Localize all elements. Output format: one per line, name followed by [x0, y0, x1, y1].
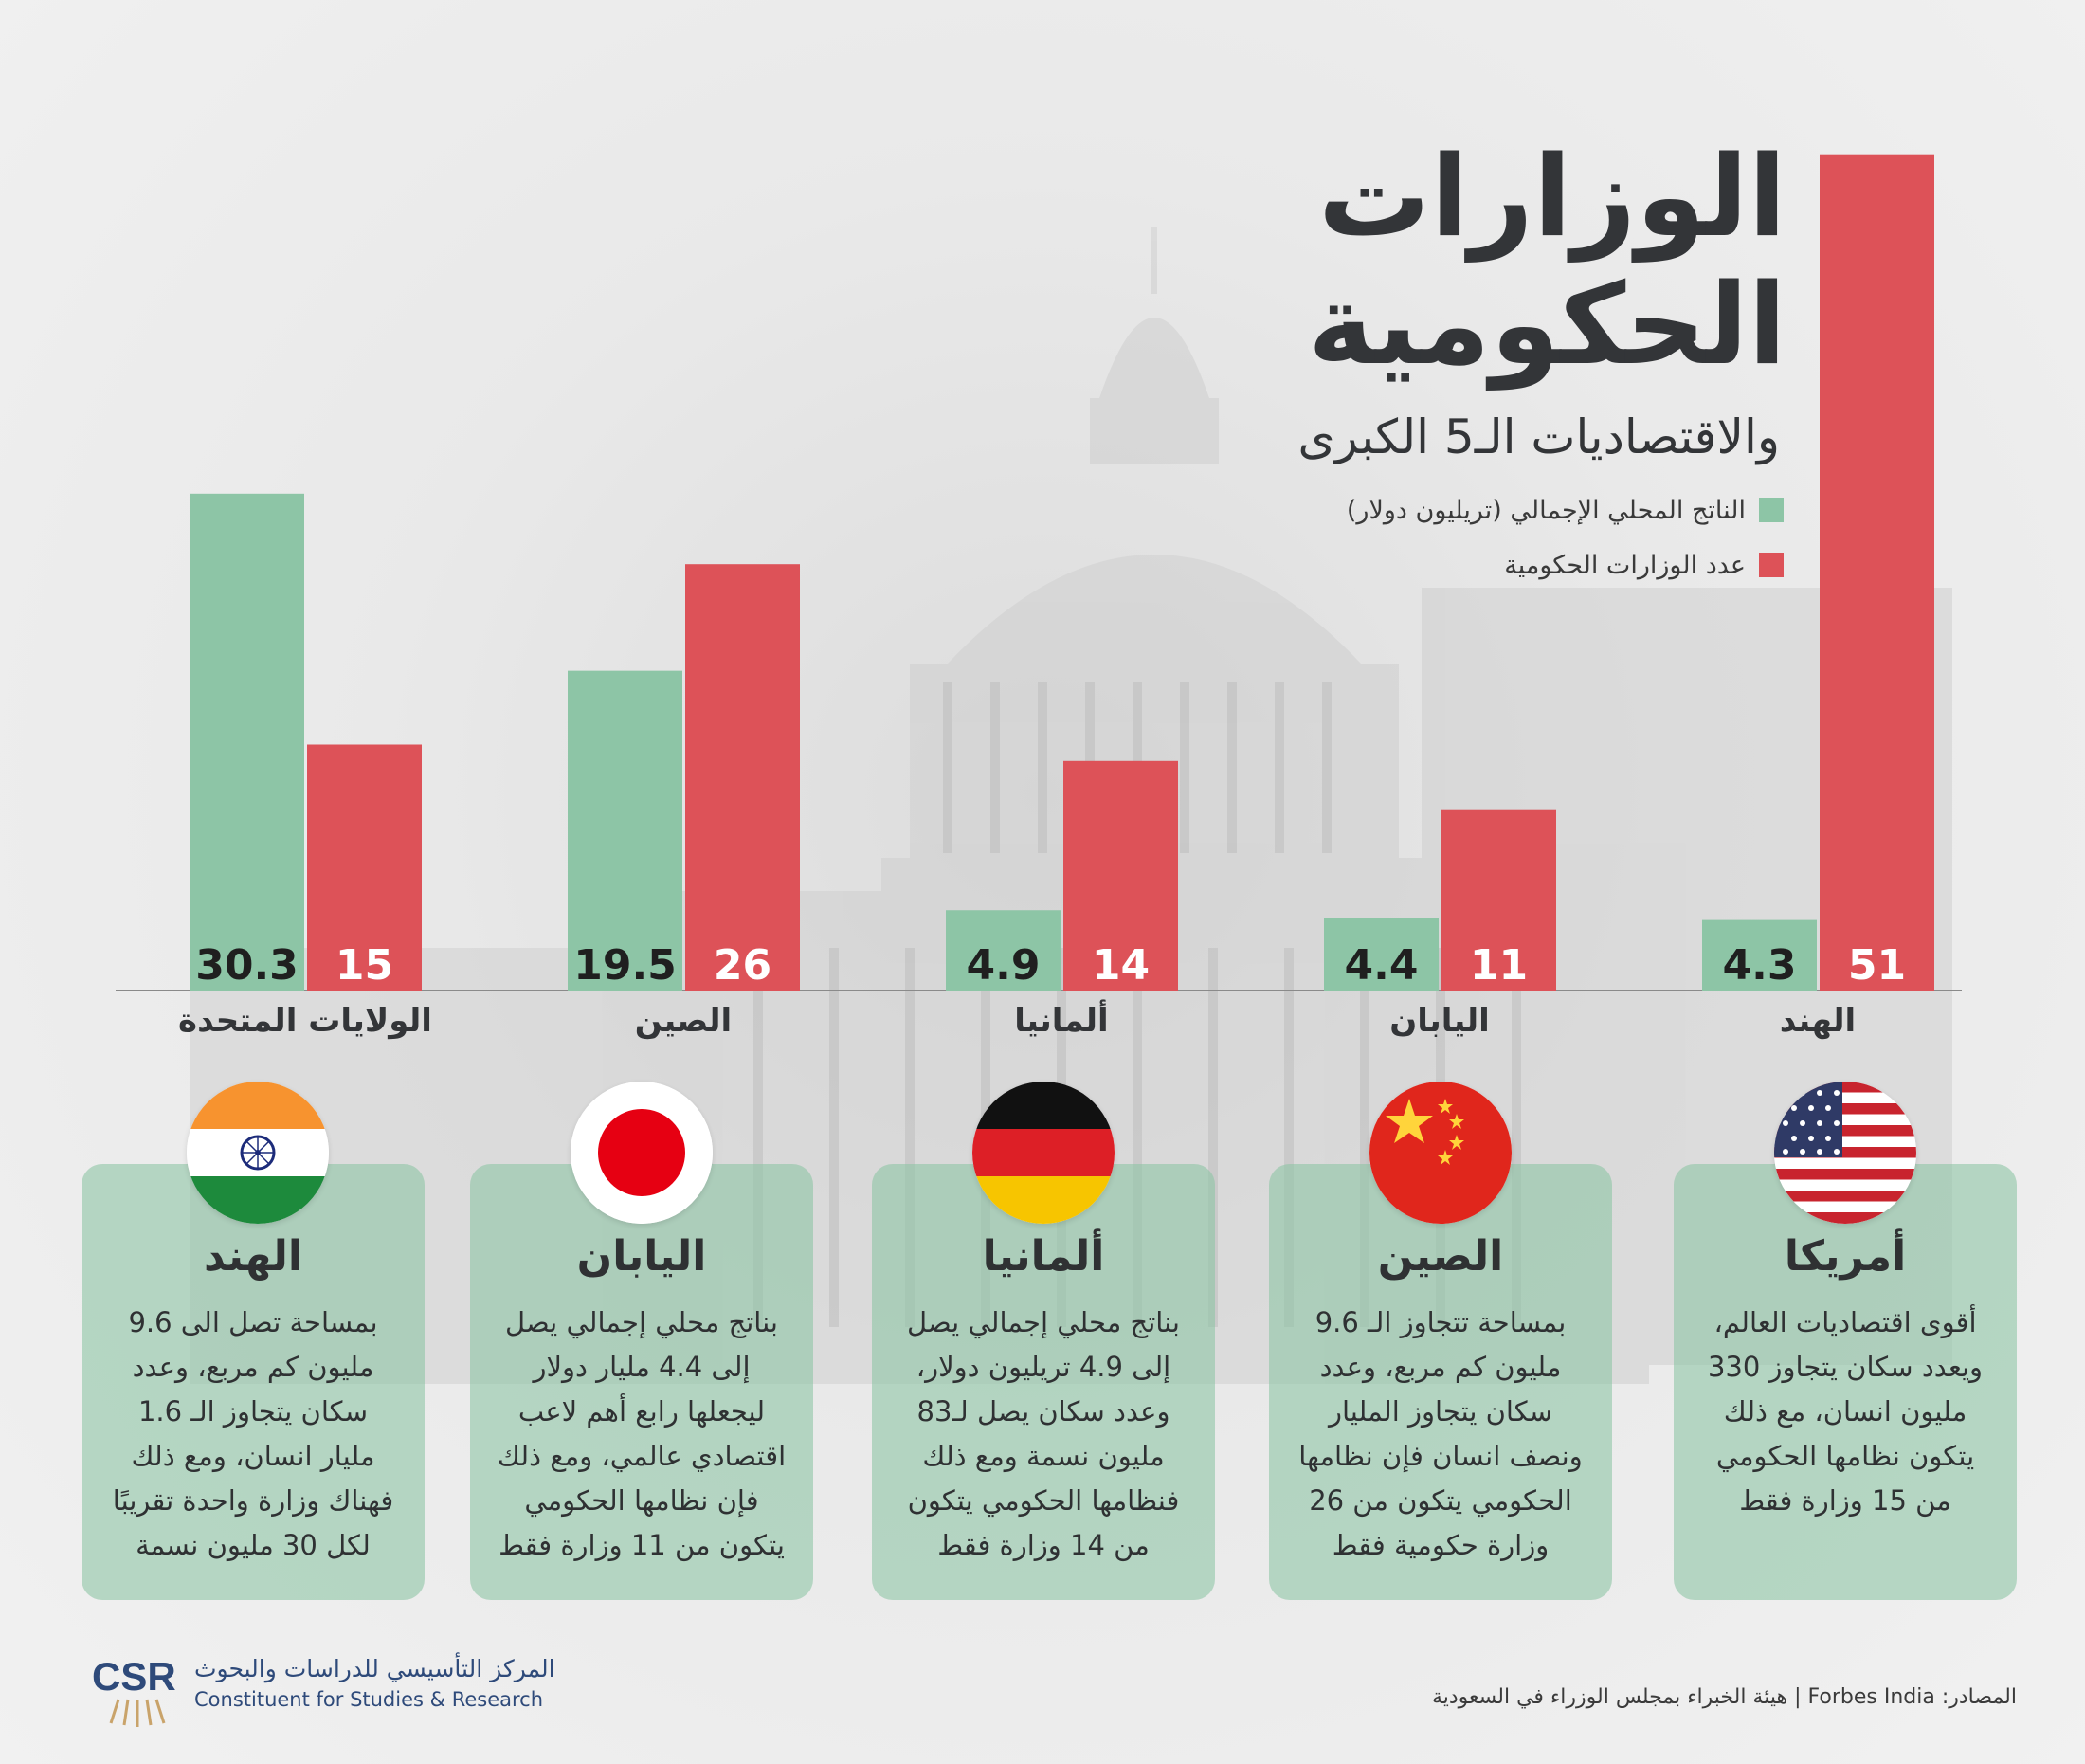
card-title: اليابان	[576, 1232, 707, 1281]
bar-ministries	[685, 564, 800, 991]
bar-ministries	[1441, 809, 1556, 991]
data-label-ministries: 51	[1848, 941, 1906, 990]
bar-gdp	[946, 910, 1061, 991]
data-label-gdp: 4.3	[1723, 941, 1797, 990]
card-china: الصين بمساحة تتجاوز الـ 9.6 مليون كم مرب…	[1269, 1164, 1612, 1600]
legend-swatch-gdp	[1759, 498, 1784, 522]
org-name-en: Constituent for Studies & Research	[194, 1688, 544, 1711]
title-line-1: الوزارات	[1317, 131, 1786, 262]
card-body: أقوى اقتصاديات العالم، ويعدد سكان يتجاوز…	[1707, 1306, 1984, 1517]
china-flag-icon	[1369, 1082, 1512, 1224]
card-india: الهند بمساحة تصل الى 9.6 مليون كم مربع، …	[82, 1164, 425, 1600]
bar-ministries	[1820, 154, 1934, 991]
india-flag-icon	[187, 1082, 329, 1224]
csr-logo: CSR	[90, 1647, 185, 1737]
title-line-2: الحكومية	[1307, 259, 1786, 390]
category-label: اليابان	[1389, 1002, 1490, 1040]
legend-label-gdp: الناتج المحلي الإجمالي (تريليون دولار)	[1346, 495, 1746, 525]
data-label-ministries: 14	[1092, 941, 1150, 990]
card-title: الصين	[1377, 1232, 1504, 1281]
legend-item-gdp: الناتج المحلي الإجمالي (تريليون دولار)	[1347, 495, 1784, 525]
bar-gdp	[1324, 918, 1439, 991]
bar-chart: 30.3 15 الولايات المتحدة 19.5 26 الصين 4.9 14 أل…	[116, 154, 1962, 1040]
card-title: أمريكا	[1784, 1232, 1907, 1281]
data-label-gdp: 30.3	[195, 941, 299, 990]
data-label-ministries: 11	[1470, 941, 1528, 990]
bar-ministries	[307, 744, 422, 991]
sources-text: المصادر: Forbes India | هيئة الخبراء بمج…	[1431, 1685, 2017, 1709]
category-label: الهند	[1780, 1002, 1856, 1040]
chart-subtitle: والاقتصاديات الـ5 الكبرى	[1297, 409, 1780, 464]
japan-flag-icon	[571, 1082, 713, 1224]
data-label-gdp: 4.4	[1345, 941, 1419, 990]
legend-swatch-ministries	[1759, 553, 1784, 577]
germany-flag-icon	[972, 1082, 1115, 1224]
data-label-ministries: 26	[714, 941, 771, 990]
legend: الناتج المحلي الإجمالي (تريليون دولار) ع…	[1347, 495, 1784, 605]
card-body: بناتج محلي إجمالي يصل إلى 4.9 تريليون دو…	[907, 1306, 1180, 1561]
usa-flag-icon	[1774, 1082, 1916, 1224]
card-body: بمساحة تصل الى 9.6 مليون كم مربع، وعدد س…	[112, 1306, 394, 1561]
card-usa: أمريكا أقوى اقتصاديات العالم، ويعدد سكان…	[1674, 1164, 2017, 1600]
card-japan: اليابان بناتج محلي إجمالي يصل إلى 4.4 مل…	[470, 1164, 813, 1600]
logo-mark: CSR	[92, 1654, 176, 1699]
chart-title: الوزارات الحكومية	[1308, 133, 1786, 389]
legend-item-ministries: عدد الوزارات الحكومية	[1347, 550, 1784, 580]
card-title: ألمانيا	[982, 1232, 1105, 1281]
card-title: الهند	[203, 1232, 303, 1281]
data-label-ministries: 15	[335, 941, 393, 990]
bar-gdp	[1702, 919, 1817, 991]
card-body: بناتج محلي إجمالي يصل إلى 4.4 مليار دولا…	[497, 1306, 787, 1561]
card-germany: ألمانيا بناتج محلي إجمالي يصل إلى 4.9 تر…	[872, 1164, 1215, 1600]
category-label: الصين	[635, 1002, 732, 1040]
data-label-gdp: 19.5	[573, 941, 677, 990]
category-label: الولايات المتحدة	[178, 1002, 432, 1040]
bar-gdp	[568, 670, 682, 991]
org-name-ar: المركز التأسيسي للدراسات والبحوث	[194, 1655, 555, 1682]
card-body: بمساحة تتجاوز الـ 9.6 مليون كم مربع، وعد…	[1298, 1306, 1583, 1561]
bar-ministries	[1063, 760, 1178, 991]
legend-label-ministries: عدد الوزارات الحكومية	[1504, 550, 1746, 580]
data-label-gdp: 4.9	[967, 941, 1041, 990]
bar-gdp	[190, 493, 304, 991]
category-label: ألمانيا	[1014, 999, 1108, 1040]
